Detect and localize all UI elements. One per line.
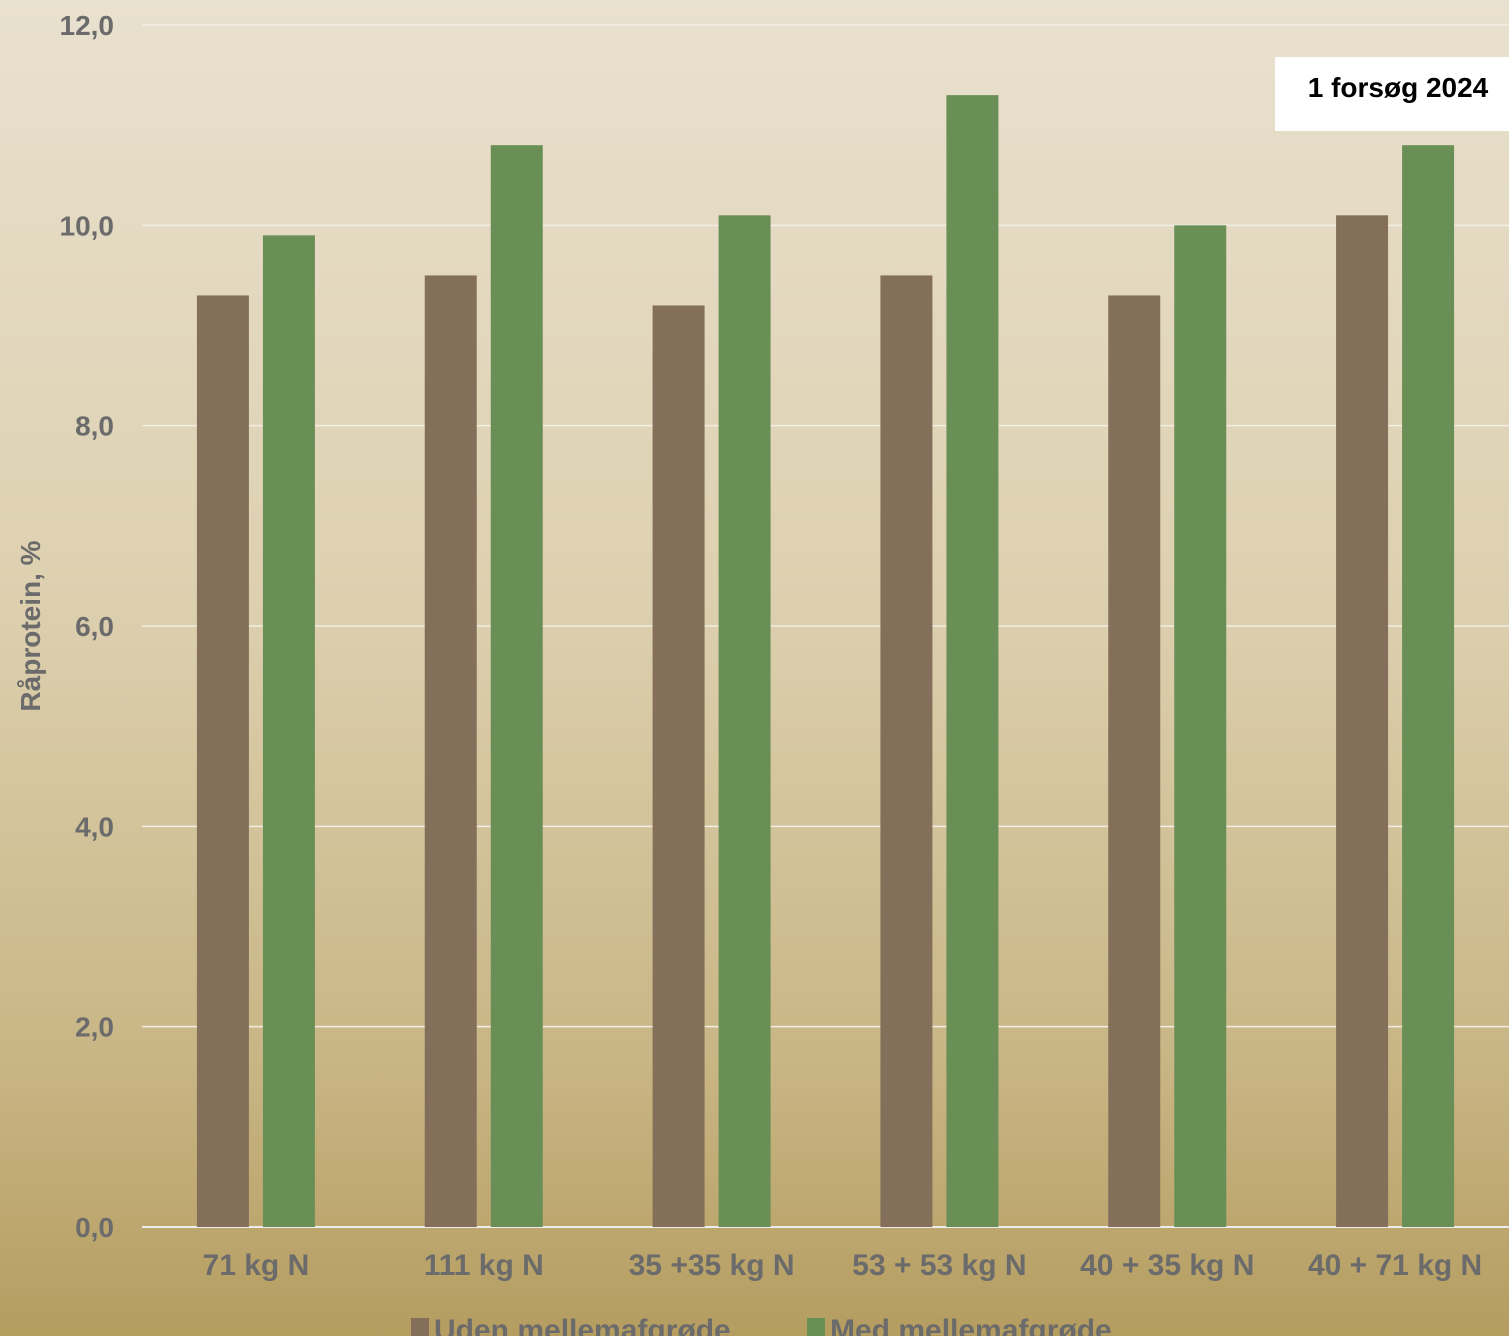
legend-swatch: [807, 1318, 825, 1336]
x-category-label: 40 + 35 kg N: [1080, 1249, 1254, 1282]
bar-uden-5: [1336, 215, 1389, 1228]
legend-swatch: [411, 1318, 429, 1336]
legend-item: Uden mellemafgrøde: [411, 1314, 731, 1336]
gridlines: [142, 24, 1509, 1228]
bar-med-3: [946, 95, 999, 1227]
bar-uden-1: [424, 275, 477, 1228]
bar-uden-4: [1108, 295, 1161, 1227]
x-category-label: 40 + 71 kg N: [1308, 1249, 1482, 1282]
bar-med-2: [718, 215, 771, 1228]
bars: [196, 95, 1455, 1228]
bar-uden-2: [652, 305, 705, 1227]
y-tick-label: 6,0: [75, 611, 114, 642]
y-tick-label: 2,0: [75, 1012, 114, 1043]
y-tick-label: 10,0: [60, 210, 115, 241]
legend: Uden mellemafgrøde Med mellemafgrøde: [411, 1314, 1112, 1336]
x-category-label: 71 kg N: [203, 1249, 310, 1282]
y-tick-label: 4,0: [75, 811, 114, 842]
bar-uden-3: [880, 275, 933, 1228]
x-category-label: 53 + 53 kg N: [852, 1249, 1026, 1282]
y-tick-label: 8,0: [75, 411, 114, 442]
x-category-label: 111 kg N: [424, 1249, 544, 1282]
annotation-box: 1 forsøg 2024: [1275, 57, 1509, 131]
bar-med-0: [262, 235, 315, 1228]
y-axis-ticks: 0,0 2,0 4,0 6,0 8,0 10,0 12,0: [60, 10, 115, 1243]
annotation-text: 1 forsøg 2024: [1308, 72, 1489, 103]
y-tick-label: 12,0: [60, 10, 115, 41]
legend-label: Med mellemafgrøde: [830, 1314, 1112, 1336]
bar-uden-0: [196, 295, 249, 1227]
y-tick-label: 0,0: [75, 1212, 114, 1243]
bar-med-4: [1174, 225, 1227, 1228]
bar-med-5: [1402, 145, 1455, 1228]
x-category-label: 35 +35 kg N: [629, 1249, 795, 1282]
bar-med-1: [490, 145, 543, 1228]
legend-item: Med mellemafgrøde: [807, 1314, 1112, 1336]
y-axis-label: Råprotein, %: [15, 540, 46, 711]
x-axis-categories: 71 kg N 111 kg N 35 +35 kg N 53 + 53 kg N 40…: [203, 1249, 1483, 1282]
legend-label: Uden mellemafgrøde: [434, 1314, 731, 1336]
